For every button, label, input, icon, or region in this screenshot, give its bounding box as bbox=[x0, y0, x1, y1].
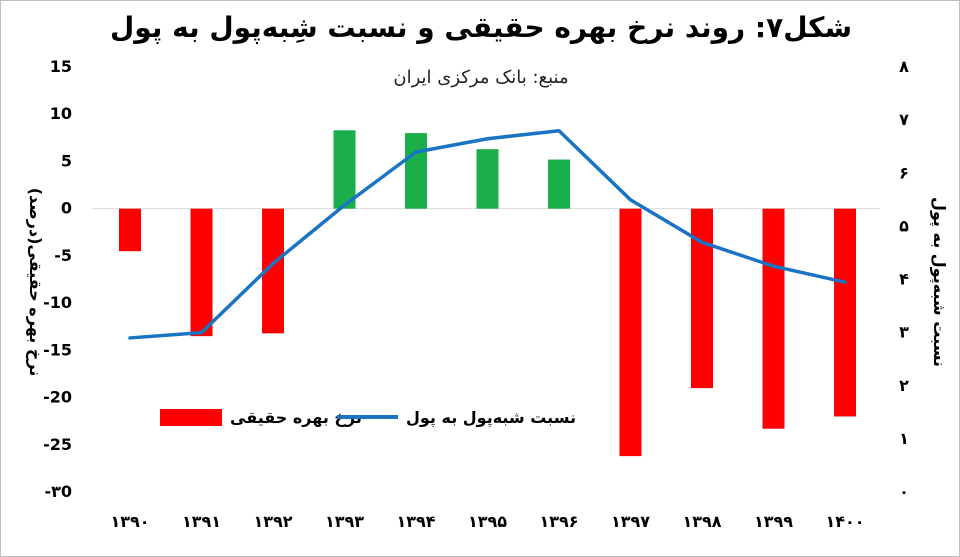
left-tick-label: -15 bbox=[43, 340, 72, 359]
line-point bbox=[271, 262, 275, 266]
left-tick-label: -20 bbox=[43, 388, 72, 407]
left-tick-label: 15 bbox=[50, 57, 72, 76]
left-tick-label: 10 bbox=[50, 104, 72, 123]
left-tick-label: -25 bbox=[43, 435, 72, 454]
right-tick-label: ۷ bbox=[899, 110, 909, 129]
bar bbox=[476, 149, 499, 209]
line-series bbox=[128, 129, 847, 340]
right-tick-label: ۴ bbox=[899, 270, 909, 289]
line-point bbox=[200, 331, 203, 335]
line-point bbox=[557, 129, 561, 133]
x-tick-label: ۱۳۹۷ bbox=[611, 512, 650, 531]
bar bbox=[119, 208, 141, 252]
left-tick-label: 5 bbox=[61, 151, 72, 170]
line-point bbox=[772, 264, 775, 268]
x-tick-label: ۱۳۹۵ bbox=[468, 512, 507, 531]
right-tick-label: ۰ bbox=[899, 482, 909, 501]
x-tick-label: ۱۳۹۴ bbox=[396, 512, 435, 531]
bar bbox=[691, 208, 713, 389]
right-tick-label: ۲ bbox=[899, 376, 909, 395]
x-tick-label: ۱۳۹۸ bbox=[682, 512, 721, 531]
right-tick-label: ۶ bbox=[899, 163, 909, 182]
x-axis-ticks: ۱۳۹۰ ۱۳۹۱ ۱۳۹۲ ۱۳۹۳ ۱۳۹۴ ۱۳۹۵ ۱۳۹۶ ۱۳۹۷ ۱۳۹۸ ۱۳۹۹… bbox=[110, 512, 864, 531]
bar bbox=[405, 133, 427, 209]
bar bbox=[548, 159, 570, 209]
left-axis-label: نرخ بهره حقیقی(درصد) bbox=[26, 188, 45, 377]
chart-subtitle: منبع: بانک مرکزی ایران bbox=[393, 67, 569, 88]
bar bbox=[762, 208, 785, 429]
left-axis-ticks: 15 10 5 0 -5 -10 -15 -20 -25 -۳0 bbox=[43, 57, 72, 501]
bar bbox=[619, 208, 642, 457]
x-tick-label: ۱۳۹۱ bbox=[182, 512, 221, 531]
left-tick-label: -۳0 bbox=[44, 482, 72, 501]
bar bbox=[834, 208, 856, 417]
left-tick-label: -5 bbox=[54, 246, 72, 265]
legend-line-label: نسبت شبه‌پول به پول bbox=[406, 408, 576, 428]
right-tick-label: ۸ bbox=[899, 57, 909, 76]
line-point bbox=[414, 150, 418, 154]
x-tick-label: ۱۳۹۰ bbox=[110, 512, 149, 531]
left-tick-label: -10 bbox=[43, 293, 72, 312]
legend-bar-swatch bbox=[160, 409, 222, 426]
x-tick-label: ۱۴۰۰ bbox=[825, 512, 864, 531]
legend: نرخ بهره حقیقی نسبت شبه‌پول به پول bbox=[160, 408, 576, 428]
left-tick-label: 0 bbox=[61, 199, 72, 218]
line-point bbox=[843, 280, 847, 284]
x-tick-label: ۱۳۹۳ bbox=[325, 512, 364, 531]
bar bbox=[262, 208, 284, 334]
line-point bbox=[486, 137, 489, 141]
line-point bbox=[343, 203, 346, 207]
chart-title: شکل۷: روند نرخ بهره حقیقی و نسبت شِبه‌پو… bbox=[110, 11, 852, 44]
right-tick-label: ۳ bbox=[899, 323, 909, 342]
line-point bbox=[629, 198, 632, 202]
legend-bar-label: نرخ بهره حقیقی bbox=[230, 408, 362, 427]
x-tick-label: ۱۳۹۲ bbox=[253, 512, 292, 531]
right-axis-label: نسبت شبه‌پول به پول bbox=[929, 197, 949, 367]
bar bbox=[190, 208, 213, 337]
line-point bbox=[128, 336, 132, 340]
line-point bbox=[700, 240, 704, 244]
x-tick-label: ۱۳۹۶ bbox=[539, 512, 578, 531]
bar bbox=[333, 130, 356, 209]
right-tick-label: ۱ bbox=[899, 429, 909, 448]
right-tick-label: ۵ bbox=[899, 216, 909, 235]
right-axis-ticks: ۸ ۷ ۶ ۵ ۴ ۳ ۲ ۱ ۰ bbox=[899, 57, 909, 501]
x-tick-label: ۱۳۹۹ bbox=[754, 512, 793, 531]
